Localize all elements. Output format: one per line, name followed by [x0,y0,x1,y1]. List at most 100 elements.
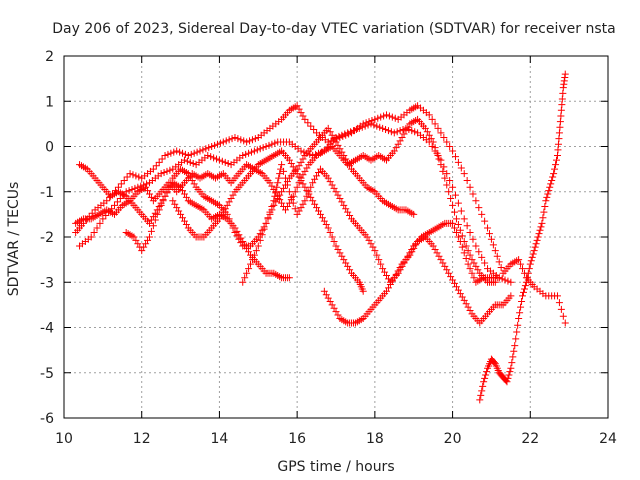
data-point [190,149,198,157]
data-point [96,219,104,227]
x-axis-label: GPS time / hours [277,459,394,475]
data-point [527,257,535,265]
data-point [225,215,233,223]
data-point [512,335,520,343]
data-point [303,192,311,200]
data-point [166,166,174,174]
data-point [470,274,478,282]
data-point [515,314,523,322]
series-sat-c [76,120,515,286]
data-point [515,256,523,264]
data-point [324,224,332,232]
data-point [439,167,447,175]
data-point [537,223,545,231]
data-point [176,148,184,156]
data-point [310,126,318,134]
data-point [520,285,528,293]
data-point [544,190,552,198]
data-point [268,202,276,210]
data-point [443,181,451,189]
data-point [529,250,537,258]
data-point [258,231,266,239]
data-point [158,155,166,163]
chart-title: Day 206 of 2023, Sidereal Day-to-day VTE… [52,21,615,37]
data-point [373,122,381,130]
data-point [489,241,497,249]
data-point [183,157,191,165]
data-point [510,347,518,355]
data-point [561,319,569,327]
data-point [260,225,268,233]
data-point [213,155,221,163]
data-point [449,201,457,209]
data-point [93,224,101,232]
data-point [246,137,254,145]
data-point [464,247,472,255]
data-point [111,201,119,209]
x-tick-label: 20 [444,431,462,447]
data-point [478,387,486,395]
data-point [445,188,453,196]
data-point [440,133,448,141]
data-point [224,159,232,167]
data-point [536,226,544,234]
data-point [231,133,239,141]
data-point [368,116,376,124]
data-point [434,124,442,132]
data-point [155,206,163,214]
data-point [481,374,489,382]
data-point [151,216,159,224]
data-point [301,115,309,123]
data-point [268,140,276,148]
data-point [126,170,134,178]
data-point [532,240,540,248]
y-tick-label: 2 [45,49,54,65]
data-point [216,139,224,147]
data-point [291,205,299,213]
data-point [189,159,197,167]
data-point [466,265,474,273]
data-point [157,170,165,178]
data-point [493,252,501,260]
x-tick-label: 14 [211,431,229,447]
data-point [538,219,546,227]
data-point [328,233,336,241]
series-sat-i [72,115,499,286]
data-point [457,207,465,215]
data-point [225,136,233,144]
x-tick-label: 16 [288,431,306,447]
data-point [204,152,212,160]
data-point [534,233,542,241]
data-point [382,126,390,134]
data-point [428,115,436,123]
data-point [491,247,499,255]
data-markers [72,70,569,404]
data-point [149,165,157,173]
data-point [555,299,563,307]
data-point [531,243,539,251]
data-point [508,359,516,367]
data-point [541,202,549,210]
data-point [517,260,525,268]
data-point [208,143,216,150]
data-point [384,127,392,135]
data-point [90,228,98,236]
data-point [266,208,274,216]
data-point [99,215,107,223]
y-tick-label: -1 [40,185,54,201]
data-point [239,152,247,160]
data-point [460,170,468,178]
data-point [385,112,393,120]
data-point [330,238,338,246]
data-point [547,180,555,188]
series-sat-g [320,233,515,327]
data-point [370,121,378,129]
grid-lines [64,56,608,418]
data-point [498,275,506,283]
data-point [179,149,187,157]
data-point [452,228,460,236]
data-point [480,378,488,386]
data-point [524,269,532,277]
data-point [275,174,283,182]
